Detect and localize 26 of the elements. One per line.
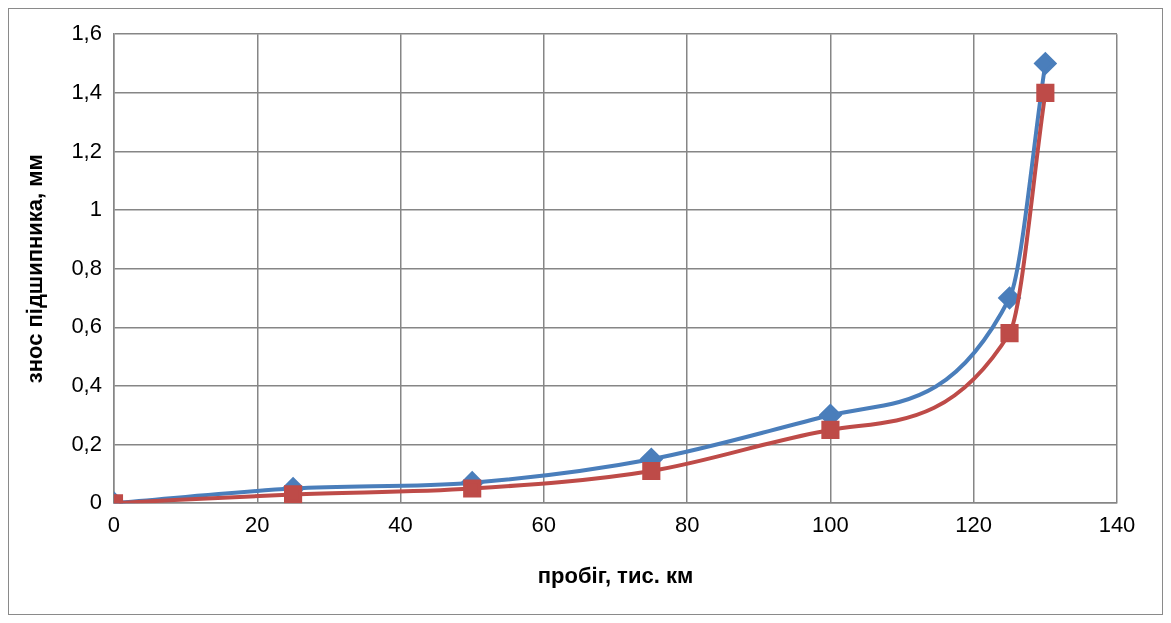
x-tick-label: 140 — [1098, 512, 1136, 538]
x-tick-label: 100 — [812, 512, 849, 538]
y-tick-label: 1,2 — [71, 137, 102, 163]
point — [284, 485, 303, 504]
point — [1034, 52, 1057, 75]
point — [821, 420, 840, 439]
y-axis-title: знос підшипника, мм — [22, 154, 48, 384]
y-tick-label: 0,2 — [71, 430, 102, 456]
y-tick-label: 1,4 — [71, 78, 102, 104]
point — [1036, 83, 1055, 102]
x-tick-label: 20 — [245, 512, 270, 538]
y-tick-label: 0,4 — [71, 372, 102, 398]
y-tick-label: 1,6 — [71, 20, 102, 46]
y-tick-label: 0 — [89, 489, 102, 515]
x-tick-label: 80 — [674, 512, 700, 538]
x-tick-label: 0 — [107, 512, 121, 538]
y-tick-label: 1 — [89, 196, 102, 222]
x-axis-title: пробіг, тис. км — [537, 562, 694, 588]
point — [642, 461, 661, 481]
x-tick-label: 40 — [388, 512, 413, 538]
x-tick-label: 60 — [531, 512, 557, 538]
x-tick-label: 120 — [955, 512, 993, 538]
y-tick-label: 0,8 — [71, 254, 102, 280]
y-tick-label: 0,6 — [71, 313, 102, 339]
point — [1000, 324, 1019, 343]
point — [463, 479, 482, 498]
